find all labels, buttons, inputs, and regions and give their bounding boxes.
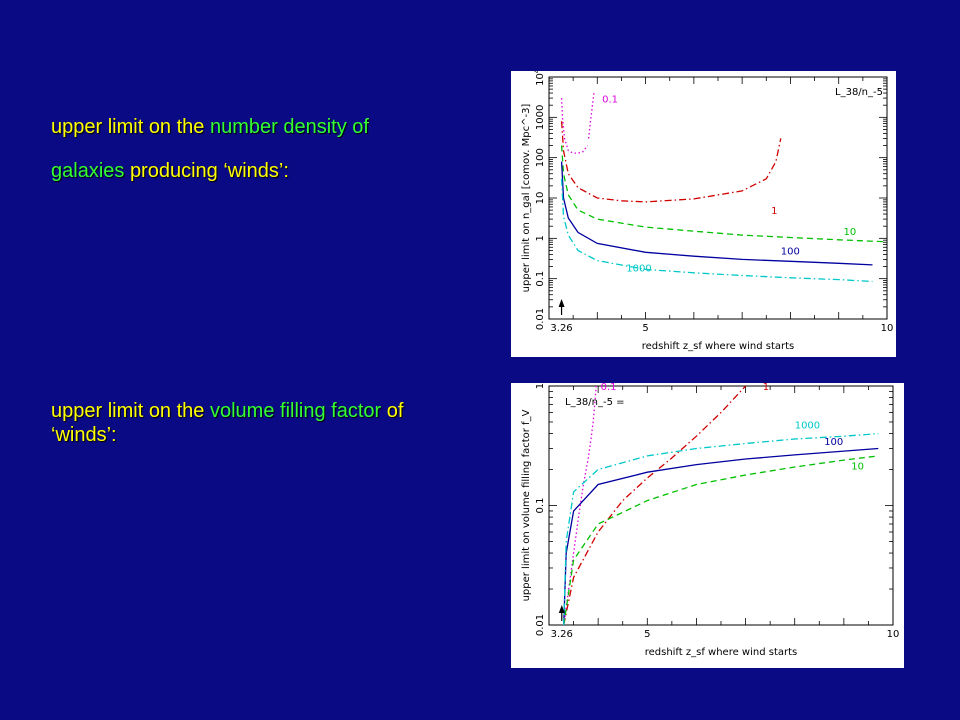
y-tick-label: 1 <box>535 383 546 389</box>
text-block-2: upper limit on the volume filling factor… <box>51 399 403 447</box>
series-label-10: 10 <box>851 462 864 473</box>
y-tick-label: 0.01 <box>535 308 546 330</box>
series-line-0.1 <box>563 385 597 626</box>
series-line-0.1 <box>560 98 589 154</box>
x-axis-label: redshift z_sf where wind starts <box>642 341 795 352</box>
text-block-1-run: upper limit on the <box>51 116 210 138</box>
text-block-1: upper limit on the number density of gal… <box>51 115 369 183</box>
series-line-1000 <box>563 432 879 626</box>
x-tick-label: 10 <box>881 323 894 334</box>
x-tick-label: 3.26 <box>551 629 573 640</box>
x-tick-label: 5 <box>644 629 650 640</box>
text-block-1-run: galaxies <box>51 160 130 182</box>
y-tick-label: 1000 <box>535 105 546 130</box>
series-line-0.1 <box>587 93 595 139</box>
legend-title: L_38/n_-5 <box>835 87 883 98</box>
series-label-100: 100 <box>781 246 800 257</box>
series-line-1 <box>563 385 747 626</box>
series-line-10 <box>563 455 879 626</box>
text-block-2-line2: ‘winds’: <box>51 423 403 447</box>
series-line-10 <box>560 145 888 243</box>
x-tick-label: 10 <box>887 629 900 640</box>
plot-frame <box>548 76 888 320</box>
text-block-1-line2: galaxies producing ‘winds’: <box>51 159 369 183</box>
series-label-1: 1 <box>763 383 769 393</box>
series-line-1000 <box>560 178 873 283</box>
chart-volume-filling: 0.01 0.1 1 3.26 5 10 redshift z_sf where wind … <box>511 383 904 668</box>
y-axis-label: upper limit on n_gal [comov. Mpc^-3] <box>521 104 532 293</box>
series-label-1: 1 <box>771 206 777 217</box>
series-label-100: 100 <box>824 437 843 448</box>
series-line-100 <box>563 447 879 626</box>
y-tick-label: 104 <box>532 71 546 86</box>
x-axis-label: redshift z_sf where wind starts <box>645 647 798 658</box>
y-tick-label: 10 <box>535 192 546 205</box>
series-label-1000: 1000 <box>626 264 651 275</box>
text-block-1-line1: upper limit on the number density of <box>51 115 369 139</box>
plot-frame <box>548 385 894 626</box>
y-tick-label-exp: 4 <box>532 71 541 73</box>
chart-volume-filling-svg: 0.01 0.1 1 3.26 5 10 redshift z_sf where wind … <box>521 383 900 658</box>
series-label-0.1: 0.1 <box>601 383 617 393</box>
y-tick-label: 1 <box>535 235 546 241</box>
text-block-1-run: producing ‘winds’: <box>129 160 289 182</box>
y-tick-label: 0.1 <box>535 498 546 514</box>
text-block-1-run: number density of <box>209 116 369 138</box>
x-tick-label: 3.26 <box>550 323 572 334</box>
y-tick-label: 100 <box>535 148 546 167</box>
series-line-1 <box>560 121 782 203</box>
text-block-2-run: upper limit on the <box>51 400 210 422</box>
text-block-2-run: ‘winds’: <box>51 424 117 446</box>
series-label-1000: 1000 <box>795 421 820 432</box>
y-tick-label: 0.1 <box>535 271 546 287</box>
y-tick-label: 0.01 <box>535 614 546 636</box>
start-arrow-head-icon <box>558 605 565 613</box>
series-line-100 <box>560 161 873 266</box>
start-arrow-head-icon <box>558 299 565 307</box>
x-tick-label: 5 <box>642 323 648 334</box>
text-block-2-line1: upper limit on the volume filling factor… <box>51 399 403 423</box>
text-block-2-run: volume filling factor <box>209 400 382 422</box>
series-label-10: 10 <box>844 227 857 238</box>
y-axis-label: upper limit on volume filling factor f_V <box>521 409 532 601</box>
text-block-2-run: of <box>381 400 404 422</box>
series-label-0.1: 0.1 <box>602 95 618 106</box>
